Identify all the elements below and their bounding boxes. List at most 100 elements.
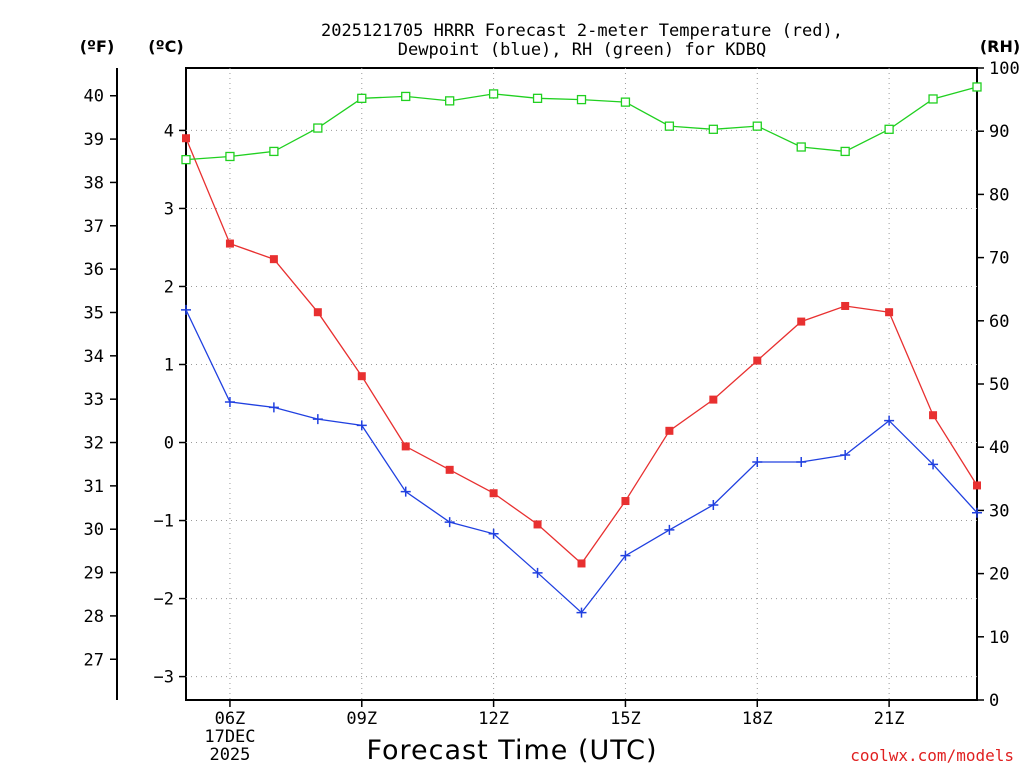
temperature-point [709,395,718,404]
rh-point [840,146,850,157]
celsius-tick-label: −1 [154,512,174,532]
dewpoint-point [752,457,763,468]
rh-point [796,142,806,152]
temperature-point [225,239,234,248]
x-tick-year: 2025 [209,745,250,765]
fahrenheit-tick-label: 36 [84,260,104,280]
dewpoint-point [400,486,411,497]
fahrenheit-tick-label: 28 [84,607,104,627]
rh-point [313,123,323,133]
fahrenheit-tick-label: 32 [84,434,104,454]
rh-point [401,91,411,102]
rh-tick-label: 60 [989,312,1009,332]
temperature-point [182,134,190,143]
celsius-tick-label: 3 [164,199,174,219]
dewpoint-point [356,420,367,431]
temperature-point [797,317,806,326]
rh-point [445,96,455,106]
rh-point [576,94,587,105]
fahrenheit-tick-label: 29 [84,564,104,584]
x-tick-date: 17DEC [204,727,255,747]
fahrenheit-tick-label: 27 [84,650,104,670]
dewpoint-point [928,459,939,470]
axis-ticks: −3−2−10123427282930313233343536373839400… [84,59,1020,765]
temperature-point [753,356,762,365]
dewpoint-point [444,517,455,528]
rh-tick-label: 0 [989,691,999,711]
celsius-tick-label: 4 [164,121,174,141]
rh-point [269,146,279,157]
dewpoint-point [576,607,587,618]
rh-point [488,89,499,99]
rh-tick-label: 50 [989,375,1009,395]
temperature-point [885,308,894,317]
fahrenheit-tick-label: 33 [84,390,104,410]
celsius-tick-label: −2 [154,590,174,610]
celsius-tick-label: 1 [164,355,174,375]
temperature-point [665,426,674,435]
temperature-line [185,137,978,565]
x-axis-label: Forecast Time (UTC) [366,735,657,766]
rh-point [181,154,191,165]
data-series [181,82,982,618]
dewpoint-point [708,499,719,510]
plot-frame [185,67,978,701]
x-tick-label: 09Z [346,709,377,729]
celsius-unit-label: (ºC) [148,37,183,56]
temperature-point [621,497,630,506]
fahrenheit-tick-label: 40 [84,87,104,107]
rh-tick-label: 10 [989,628,1009,648]
fahrenheit-unit-label: (ºF) [80,37,115,56]
rh-tick-label: 70 [989,249,1009,269]
dewpoint-point [312,414,323,425]
fahrenheit-tick-label: 34 [84,347,104,367]
rh-tick-label: 20 [989,565,1009,585]
chart-title-line1: 2025121705 HRRR Forecast 2-meter Tempera… [321,21,843,41]
x-tick-label: 06Z [215,709,246,729]
x-tick-label: 18Z [742,709,773,729]
rh-point [708,124,718,134]
dewpoint-point [268,402,279,413]
fahrenheit-tick-label: 37 [84,217,104,237]
dewpoint-point [181,304,191,315]
temperature-point [577,559,586,568]
rh-point [928,94,938,104]
temperature-point [533,520,542,529]
dewpoint-point [884,415,895,426]
dewpoint-point [840,450,851,461]
rh-point [357,93,367,103]
rh-point [620,97,631,107]
dewpoint-point [664,524,675,535]
rh-tick-label: 40 [989,438,1009,458]
rh-point [225,151,235,162]
fahrenheit-tick-label: 31 [84,477,104,497]
temperature-point [401,442,410,451]
fahrenheit-tick-label: 30 [84,520,104,540]
temperature-point [929,411,938,420]
fahrenheit-tick-label: 38 [84,173,104,193]
dewpoint-point [620,550,631,561]
rh-tick-label: 90 [989,122,1009,142]
temperature-point [357,372,366,381]
dewpoint-point [532,567,543,578]
rh-point [884,124,894,134]
temperature-point [269,255,278,264]
chart-title-line2: Dewpoint (blue), RH (green) for KDBQ [398,40,766,60]
rh-tick-label: 100 [989,59,1020,79]
dewpoint-point [488,528,499,539]
credit-text: coolwx.com/models [850,746,1014,765]
temperature-point [313,308,322,317]
rh-tick-label: 80 [989,185,1009,205]
rh-point [972,82,982,92]
x-tick-label: 21Z [874,709,905,729]
x-tick-label: 12Z [478,709,509,729]
fahrenheit-tick-label: 39 [84,130,104,150]
celsius-tick-label: 2 [164,277,174,297]
fahrenheit-tick-label: 35 [84,303,104,323]
temperature-point [489,489,498,498]
rh-point [532,93,543,103]
rh-tick-label: 30 [989,501,1009,521]
dewpoint-point [796,457,807,468]
temperature-point [445,465,454,474]
